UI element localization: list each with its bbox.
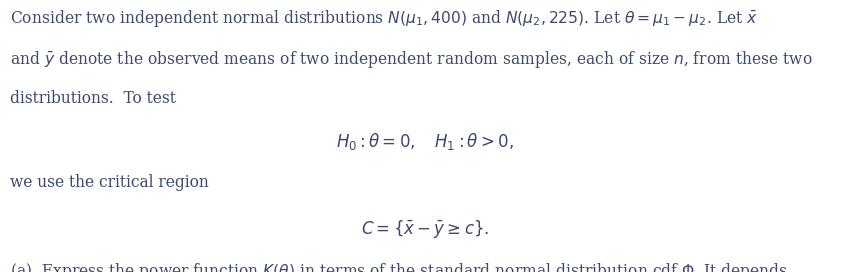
Text: and $\bar{y}$ denote the observed means of two independent random samples, each : and $\bar{y}$ denote the observed means … <box>10 49 813 70</box>
Text: Consider two independent normal distributions $N(\mu_1, 400)$ and $N(\mu_2, 225): Consider two independent normal distribu… <box>10 8 758 29</box>
Text: we use the critical region: we use the critical region <box>10 174 209 191</box>
Text: (a)  Express the power function $K(\theta)$ in terms of the standard normal dist: (a) Express the power function $K(\theta… <box>10 261 788 272</box>
Text: $H_0 : \theta = 0, \quad H_1 : \theta > 0,$: $H_0 : \theta = 0, \quad H_1 : \theta > … <box>336 131 514 152</box>
Text: $C = \{\bar{x} - \bar{y} \geq c\}.$: $C = \{\bar{x} - \bar{y} \geq c\}.$ <box>361 218 489 240</box>
Text: distributions.  To test: distributions. To test <box>10 90 176 107</box>
